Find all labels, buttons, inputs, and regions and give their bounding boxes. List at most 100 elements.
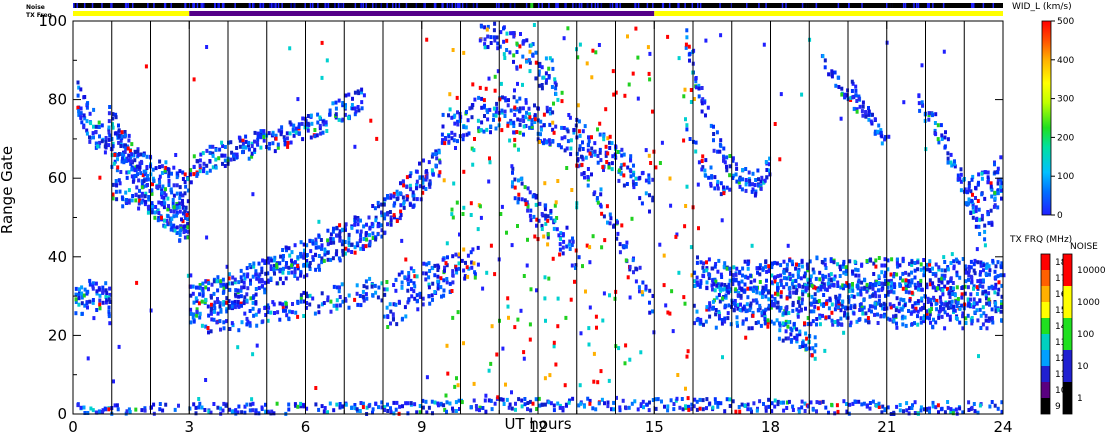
echo-cell bbox=[603, 238, 607, 243]
echo-cell bbox=[964, 201, 968, 206]
echo-cell bbox=[959, 179, 963, 184]
echo-cell bbox=[631, 258, 635, 263]
echo-cell bbox=[634, 176, 638, 181]
echo-cell bbox=[830, 278, 834, 283]
echo-cell bbox=[873, 301, 877, 306]
echo-cell bbox=[77, 112, 81, 117]
echo-cell bbox=[872, 261, 876, 266]
echo-cell bbox=[108, 133, 112, 138]
echo-cell bbox=[833, 274, 837, 279]
echo-cell bbox=[88, 111, 92, 116]
echo-cell bbox=[125, 170, 129, 175]
echo-cell bbox=[883, 407, 887, 412]
echo-cell bbox=[245, 316, 249, 321]
echo-cell bbox=[111, 125, 115, 130]
echo-cell bbox=[892, 290, 896, 295]
echo-cell bbox=[550, 85, 554, 89]
echo-cell bbox=[201, 293, 205, 298]
echo-cell bbox=[898, 408, 902, 413]
echo-cell bbox=[411, 190, 415, 195]
echo-cell bbox=[516, 117, 520, 122]
echo-cell bbox=[493, 88, 497, 93]
echo-cell bbox=[928, 406, 931, 411]
echo-cell bbox=[361, 289, 365, 294]
echo-cell bbox=[205, 45, 209, 49]
echo-cell bbox=[364, 244, 368, 249]
echo-cell bbox=[481, 286, 485, 291]
echo-cell bbox=[535, 288, 538, 293]
echo-cell bbox=[322, 301, 326, 305]
echo-cell bbox=[406, 194, 410, 199]
echo-cell bbox=[625, 240, 629, 245]
x-tick-label: 24 bbox=[993, 418, 1012, 435]
echo-cell bbox=[282, 135, 286, 140]
echo-cell bbox=[341, 239, 345, 244]
echo-cell bbox=[526, 407, 529, 412]
echo-cell bbox=[830, 310, 834, 315]
echo-cell bbox=[247, 156, 251, 161]
echo-cell bbox=[778, 328, 782, 333]
echo-cell bbox=[256, 137, 260, 142]
echo-cell bbox=[192, 319, 196, 324]
txfreq-colorbar-tick-label: 13 bbox=[1055, 338, 1066, 348]
echo-cell bbox=[382, 287, 386, 292]
noise-bar-segment bbox=[372, 3, 374, 8]
echo-cell bbox=[462, 205, 466, 210]
noise-bar-segment bbox=[281, 3, 283, 8]
echo-cell bbox=[188, 172, 192, 177]
echo-cell bbox=[225, 307, 229, 312]
echo-cell bbox=[823, 65, 827, 70]
echo-cell bbox=[892, 314, 895, 319]
echo-cell bbox=[517, 197, 521, 202]
echo-cell bbox=[446, 371, 450, 376]
echo-cell bbox=[163, 201, 167, 206]
echo-cell bbox=[406, 288, 410, 293]
echo-cell bbox=[120, 152, 124, 157]
echo-cell bbox=[854, 84, 858, 89]
echo-cell bbox=[252, 261, 256, 266]
echo-cell bbox=[260, 405, 264, 410]
echo-cell bbox=[380, 210, 383, 215]
echo-cell bbox=[311, 257, 315, 262]
echo-cell bbox=[338, 229, 342, 234]
noise-bar-segment bbox=[652, 3, 654, 8]
echo-cell bbox=[538, 403, 542, 408]
echo-cell bbox=[982, 263, 986, 268]
echo-cell bbox=[953, 164, 957, 169]
echo-cell bbox=[88, 299, 92, 304]
echo-cell bbox=[167, 171, 171, 176]
noise-bar-segment bbox=[565, 3, 567, 8]
echo-cell bbox=[765, 168, 769, 172]
echo-cell bbox=[198, 315, 202, 320]
echo-cell bbox=[365, 285, 369, 290]
echo-cell bbox=[470, 260, 474, 265]
echo-cell bbox=[519, 308, 523, 313]
echo-cell bbox=[543, 207, 547, 212]
echo-cell bbox=[496, 69, 500, 74]
echo-cell bbox=[184, 229, 188, 234]
noise-bar-segment bbox=[837, 3, 840, 8]
echo-cell bbox=[736, 323, 739, 328]
echo-cell bbox=[578, 133, 582, 138]
echo-cell bbox=[709, 123, 713, 128]
echo-cell bbox=[131, 194, 135, 198]
echo-cell bbox=[711, 306, 715, 311]
echo-cell bbox=[815, 400, 819, 405]
echo-cell bbox=[819, 302, 823, 307]
echo-cell bbox=[198, 158, 202, 163]
echo-cell bbox=[233, 303, 237, 307]
echo-cell bbox=[993, 162, 996, 167]
echo-cell bbox=[973, 409, 977, 414]
echo-cell bbox=[767, 297, 771, 302]
echo-cell bbox=[541, 140, 545, 145]
echo-cell bbox=[478, 38, 482, 43]
echo-cell bbox=[943, 310, 947, 315]
echo-cell bbox=[878, 294, 881, 299]
echo-cell bbox=[716, 282, 720, 287]
echo-cell bbox=[412, 203, 416, 208]
echo-cell bbox=[986, 170, 990, 175]
echo-cell bbox=[107, 305, 111, 310]
noise-colorbar-cell bbox=[1063, 350, 1072, 382]
echo-cell bbox=[166, 167, 170, 172]
echo-cell bbox=[566, 139, 570, 144]
